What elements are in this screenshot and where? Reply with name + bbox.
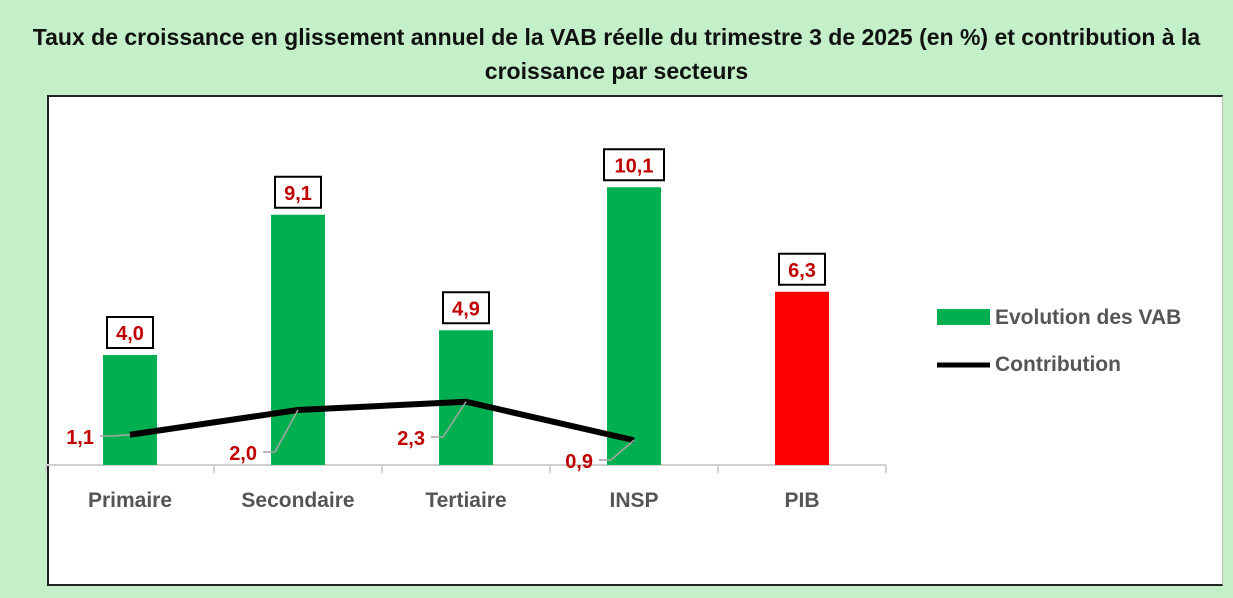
chart-title: Taux de croissance en glissement annuel … bbox=[32, 24, 1201, 84]
bar-data-label: 10,1 bbox=[615, 155, 654, 177]
leader-line bbox=[431, 401, 467, 438]
leader-line bbox=[263, 409, 299, 453]
bar-pib bbox=[775, 291, 829, 465]
x-tick-label: PIB bbox=[784, 489, 819, 512]
bar-label-box bbox=[442, 291, 490, 325]
legend-label: Contribution bbox=[995, 353, 1121, 376]
x-tick-label: Tertiaire bbox=[425, 489, 506, 512]
bar-label-box bbox=[778, 252, 826, 286]
bar-label-box bbox=[274, 175, 322, 209]
bar-tertiaire bbox=[439, 330, 493, 465]
leader-line bbox=[100, 434, 131, 437]
legend-label: Evolution des VAB bbox=[995, 306, 1181, 329]
line-data-label: 2,0 bbox=[229, 443, 257, 465]
bar-label-box bbox=[603, 148, 665, 182]
leader-line bbox=[599, 439, 635, 461]
legend-bar-swatch bbox=[937, 309, 990, 325]
x-tick-label: INSP bbox=[609, 489, 658, 512]
line-data-label: 1,1 bbox=[66, 427, 94, 449]
bar-label-box bbox=[106, 316, 154, 349]
bar-primaire bbox=[103, 355, 157, 465]
bar-data-label: 4,9 bbox=[452, 298, 480, 320]
line-data-label: 2,3 bbox=[397, 428, 425, 450]
bar-secondaire bbox=[271, 214, 325, 465]
bar-data-label: 4,0 bbox=[116, 323, 144, 345]
contribution-line bbox=[129, 398, 635, 444]
bar-data-label: 9,1 bbox=[284, 183, 312, 205]
bar-data-label: 6,3 bbox=[788, 260, 816, 282]
bar-insp bbox=[607, 187, 661, 465]
x-tick-label: Primaire bbox=[88, 489, 172, 512]
x-tick-label: Secondaire bbox=[241, 489, 354, 512]
line-data-label: 0,9 bbox=[565, 451, 593, 473]
